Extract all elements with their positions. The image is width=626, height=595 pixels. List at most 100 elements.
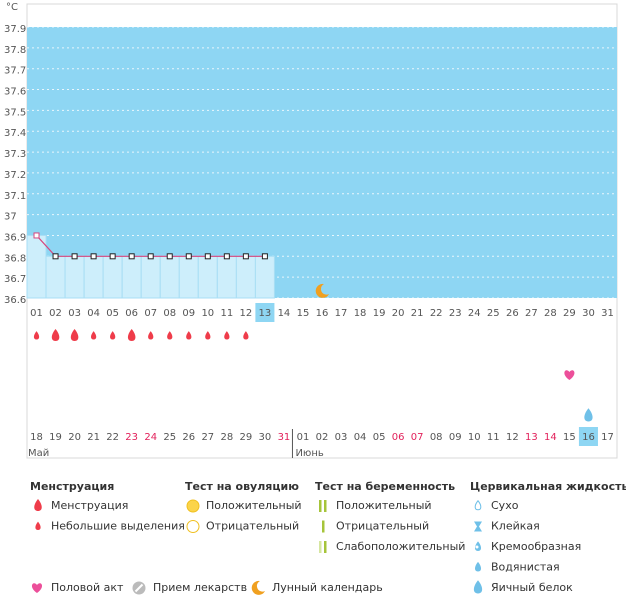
x-tick-label: 22 — [430, 308, 443, 319]
x-tick-label: 23 — [449, 308, 462, 319]
x-tick-label: 06 — [125, 308, 138, 319]
legend-label: Слабоположительный — [336, 540, 465, 553]
y-tick-label: 37.4 — [4, 128, 26, 139]
temperature-point — [128, 253, 135, 260]
legend-label: Клейкая — [491, 520, 540, 533]
y-tick-label: 37.9 — [4, 24, 26, 35]
icon-light — [224, 331, 230, 340]
temperature-point — [52, 253, 59, 260]
cycle-day: 24 — [144, 432, 157, 443]
temperature-point — [71, 253, 78, 260]
temperature-point — [261, 253, 268, 260]
icon-creamy-dot — [475, 545, 479, 549]
icon-light — [186, 331, 192, 340]
icon-pr-weak — [319, 541, 322, 553]
legend-label: Положительный — [336, 499, 432, 512]
icon-ov-neg — [186, 520, 200, 533]
temp-cell — [121, 255, 142, 299]
cycle-day: 31 — [278, 432, 291, 443]
x-tick-label: 29 — [563, 308, 576, 319]
x-tick-label: 05 — [106, 308, 119, 319]
cycle-day: 15 — [563, 432, 576, 443]
x-tick-label: 15 — [297, 308, 310, 319]
legend-title: Тест на овуляцию — [185, 480, 299, 493]
cycle-day: 20 — [68, 432, 81, 443]
y-tick-label: 36.9 — [4, 232, 26, 243]
icon-ov-pos — [186, 499, 200, 513]
cycle-day: 09 — [449, 432, 462, 443]
x-tick-label: 28 — [544, 308, 557, 319]
cycle-day: 25 — [163, 432, 176, 443]
icon-heavy — [51, 329, 60, 341]
legend-label: Водянистая — [491, 561, 560, 574]
y-tick-label: 37 — [4, 212, 17, 223]
x-tick-label: 04 — [87, 308, 100, 319]
cycle-day: 23 — [125, 432, 138, 443]
icon-heart — [31, 583, 43, 593]
legend-label: Отрицательный — [336, 520, 429, 533]
temp-cell — [26, 234, 47, 299]
x-tick-label: 07 — [144, 308, 157, 319]
cycle-day: 29 — [240, 432, 253, 443]
cycle-day: 06 — [392, 432, 405, 443]
icon-heavy — [70, 329, 79, 341]
cycle-day: 27 — [201, 432, 214, 443]
temp-cell — [45, 255, 66, 299]
x-tick-label: 01 — [30, 308, 43, 319]
cycle-day: 13 — [525, 432, 538, 443]
icon-light — [33, 331, 40, 340]
icon-light — [167, 331, 173, 340]
legend-label: Менструация — [51, 499, 128, 512]
x-tick-label: 27 — [525, 308, 538, 319]
icon-moon — [315, 283, 329, 298]
x-tick-label: 10 — [201, 308, 214, 319]
icon-heart — [564, 370, 575, 380]
legend-title: Менструация — [30, 480, 114, 493]
x-tick-label: 13 — [259, 308, 272, 319]
y-unit: °C — [6, 2, 18, 13]
icon-pr-weak — [324, 541, 327, 553]
temp-cell — [178, 255, 199, 299]
legend-label: Положительный — [206, 499, 302, 512]
x-tick-label: 11 — [220, 308, 233, 319]
x-tick-label: 26 — [506, 308, 519, 319]
cycle-day: 28 — [220, 432, 233, 443]
plot-background — [27, 27, 617, 298]
temp-cell — [64, 255, 85, 299]
y-tick-label: 37.2 — [4, 170, 26, 181]
legend-label: Сухо — [491, 499, 519, 512]
cycle-day: 04 — [354, 432, 367, 443]
cycle-day: 11 — [487, 432, 500, 443]
legend-title: Тест на беременность — [315, 480, 455, 493]
legend-label: Лунный календарь — [272, 581, 383, 594]
y-tick-label: 37.8 — [4, 45, 26, 56]
temp-cell — [83, 255, 104, 299]
x-tick-label: 14 — [278, 308, 291, 319]
temperature-point — [223, 253, 230, 260]
selected-day — [255, 303, 275, 322]
x-tick-label: 20 — [392, 308, 405, 319]
icon-sticky — [474, 521, 482, 532]
month-label: Июнь — [295, 448, 323, 459]
icon-pr-pos — [324, 500, 327, 512]
cycle-day: 18 — [30, 432, 43, 443]
temperature-point — [204, 253, 211, 260]
cycle-day: 12 — [506, 432, 519, 443]
temperature-point — [147, 253, 154, 260]
y-tick-label: 37.3 — [4, 149, 26, 160]
cycle-day: 17 — [601, 432, 614, 443]
x-tick-label: 31 — [601, 308, 614, 319]
icon-light — [90, 331, 97, 340]
temp-cell — [102, 255, 123, 299]
x-tick-label: 16 — [316, 308, 329, 319]
icon-light — [35, 521, 41, 530]
cycle-day: 01 — [297, 432, 310, 443]
cycle-day: 08 — [430, 432, 443, 443]
cycle-day: 21 — [87, 432, 100, 443]
icon-light — [110, 331, 116, 340]
temp-cell — [254, 255, 275, 299]
temp-cell — [216, 255, 237, 299]
temp-cell — [159, 255, 180, 299]
cycle-day: 05 — [373, 432, 386, 443]
icon-egg-white — [473, 580, 483, 594]
